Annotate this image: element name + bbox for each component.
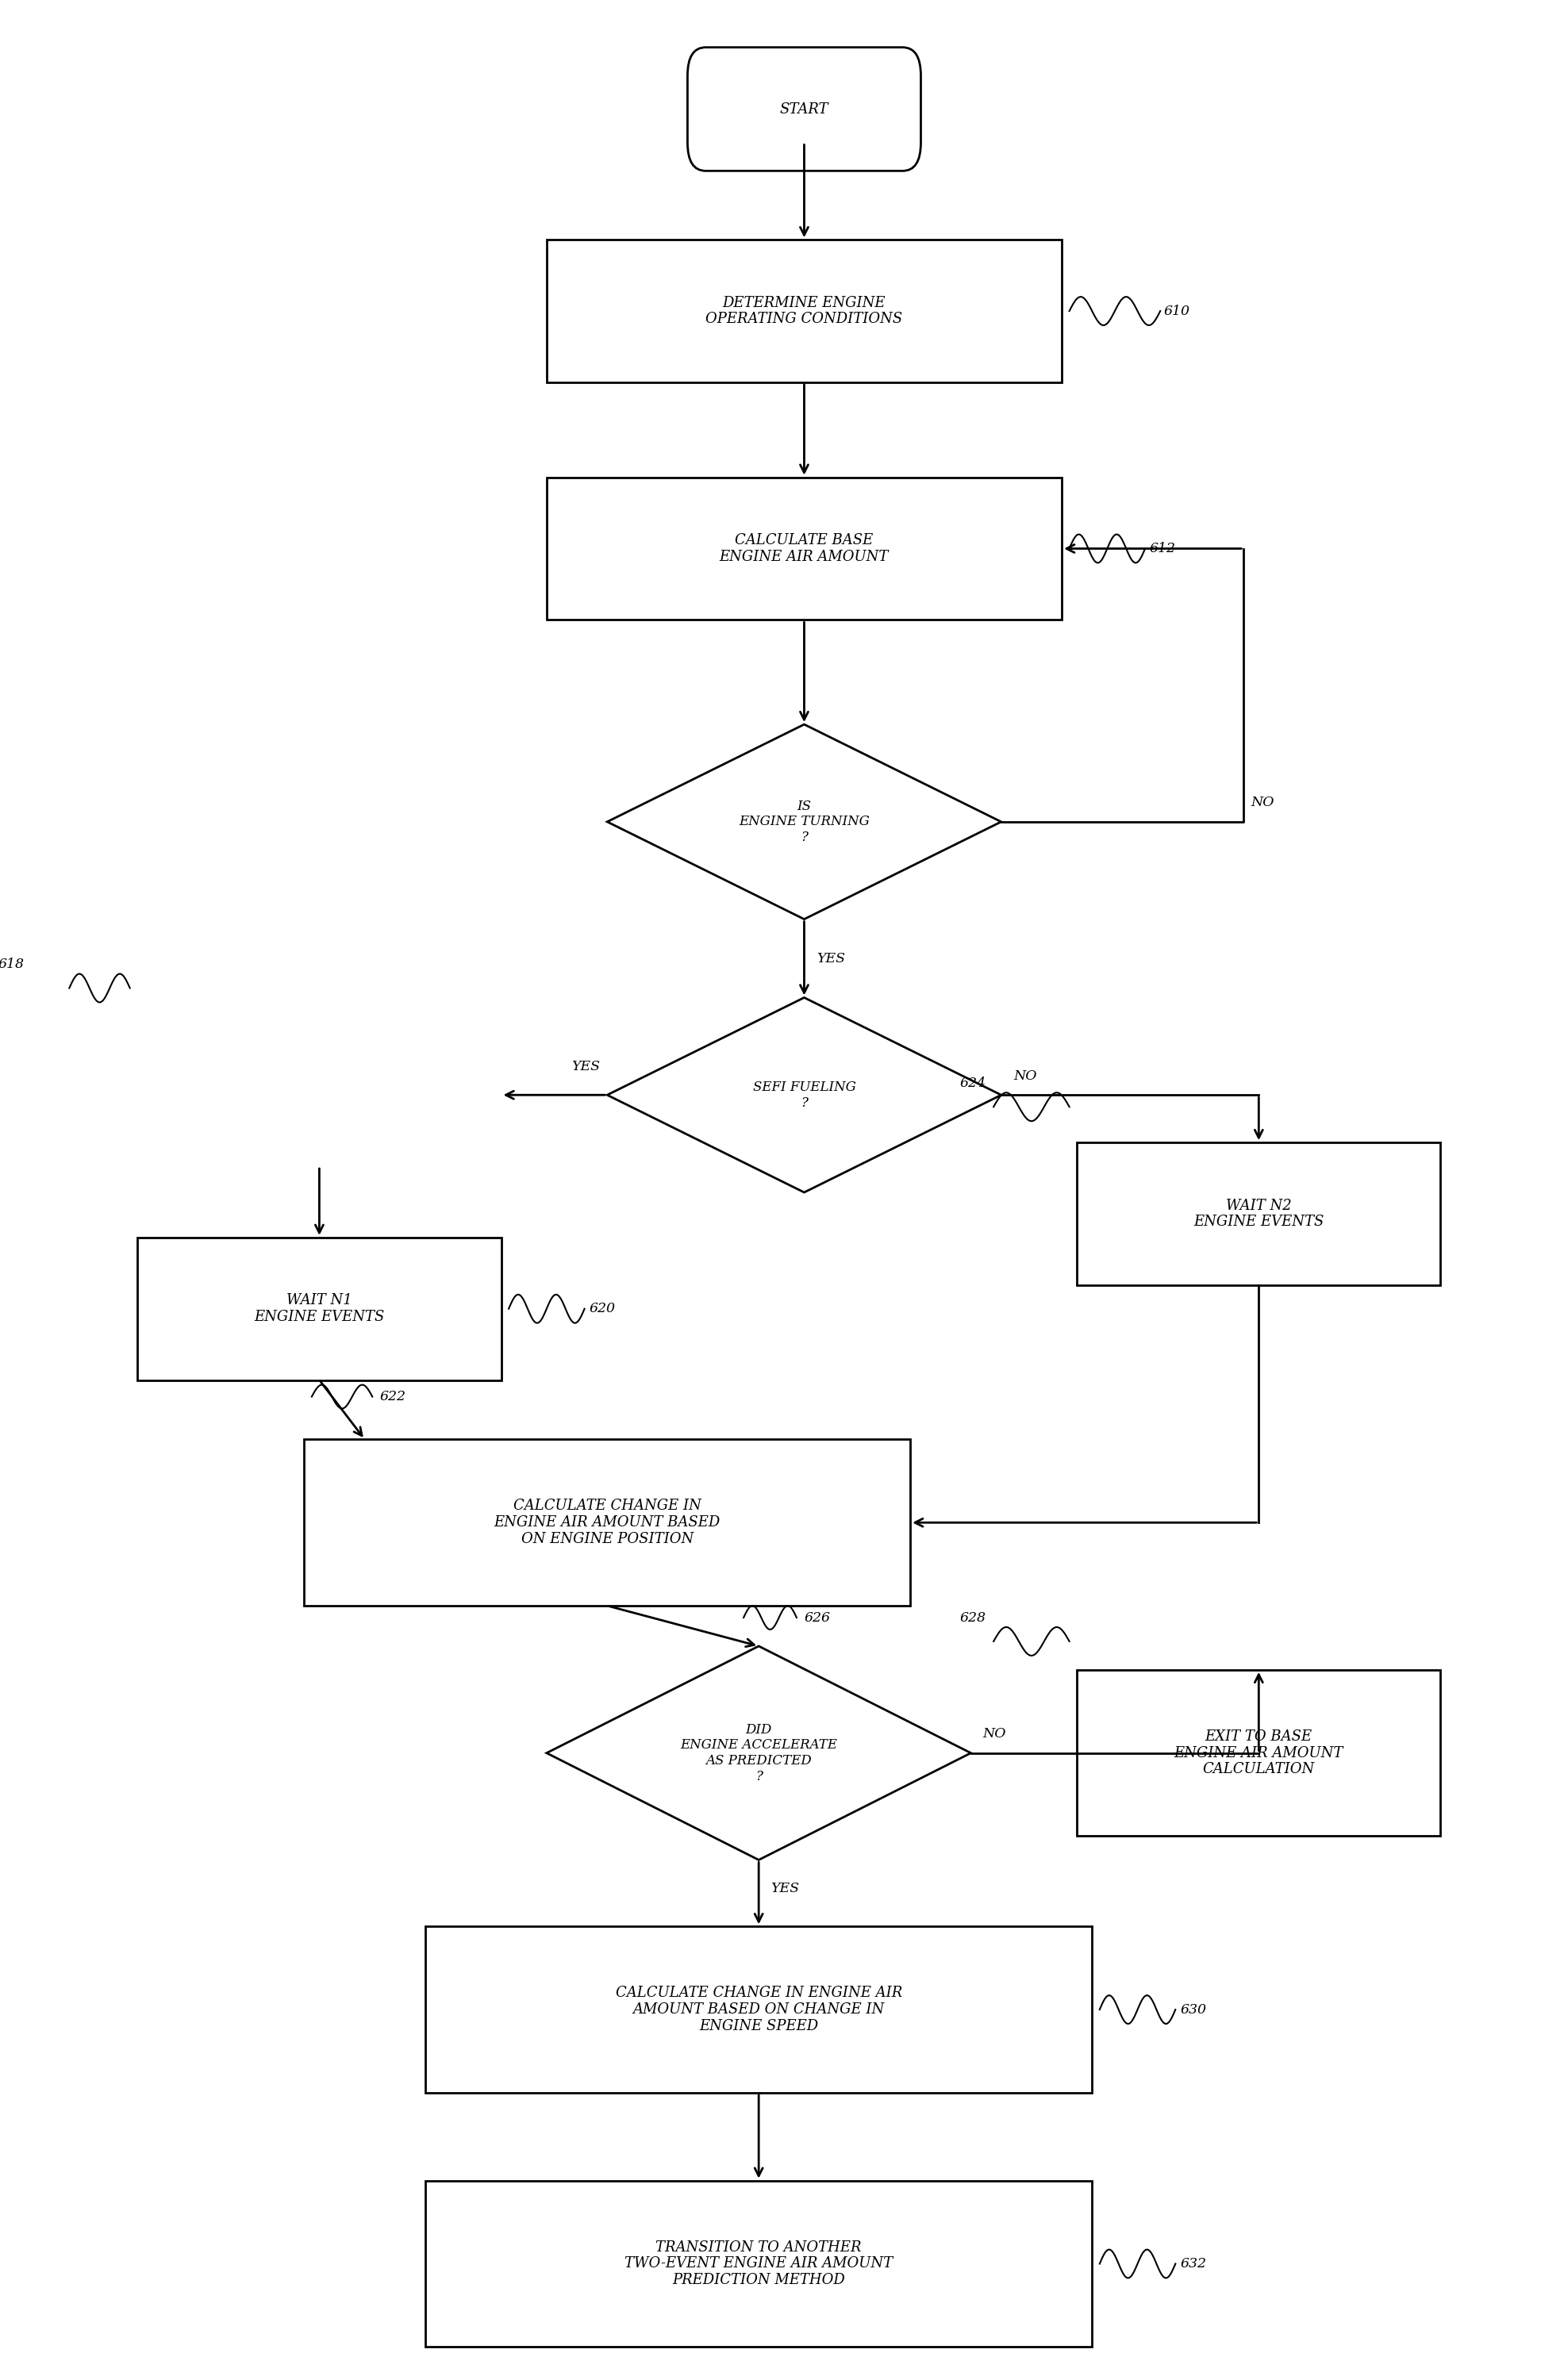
Polygon shape bbox=[607, 724, 1001, 919]
Text: CALCULATE BASE
ENGINE AIR AMOUNT: CALCULATE BASE ENGINE AIR AMOUNT bbox=[719, 533, 888, 564]
Text: 610: 610 bbox=[1164, 305, 1190, 319]
Text: START: START bbox=[780, 102, 829, 117]
Text: IS
ENGINE TURNING
?: IS ENGINE TURNING ? bbox=[738, 800, 870, 845]
Text: YES: YES bbox=[816, 952, 845, 966]
Text: 626: 626 bbox=[804, 1611, 830, 1626]
Bar bbox=[1078, 1671, 1440, 1835]
Text: NO: NO bbox=[1013, 1069, 1037, 1083]
Bar bbox=[138, 1238, 500, 1380]
Polygon shape bbox=[546, 1647, 971, 1859]
Text: 632: 632 bbox=[1179, 2256, 1206, 2271]
Text: 628: 628 bbox=[960, 1611, 985, 1623]
Text: DID
ENGINE ACCELERATE
AS PREDICTED
?: DID ENGINE ACCELERATE AS PREDICTED ? bbox=[680, 1723, 837, 1783]
Text: 630: 630 bbox=[1179, 2004, 1206, 2016]
Text: 620: 620 bbox=[590, 1302, 615, 1316]
Bar bbox=[546, 240, 1062, 383]
Text: DETERMINE ENGINE
OPERATING CONDITIONS: DETERMINE ENGINE OPERATING CONDITIONS bbox=[705, 295, 902, 326]
Text: CALCULATE CHANGE IN ENGINE AIR
AMOUNT BASED ON CHANGE IN
ENGINE SPEED: CALCULATE CHANGE IN ENGINE AIR AMOUNT BA… bbox=[615, 1985, 902, 2033]
Text: WAIT N2
ENGINE EVENTS: WAIT N2 ENGINE EVENTS bbox=[1193, 1200, 1325, 1228]
Bar bbox=[546, 478, 1062, 619]
Text: WAIT N1
ENGINE EVENTS: WAIT N1 ENGINE EVENTS bbox=[253, 1292, 385, 1323]
Text: 624: 624 bbox=[960, 1076, 985, 1090]
Text: NO: NO bbox=[1251, 795, 1275, 809]
Text: NO: NO bbox=[984, 1728, 1006, 1740]
Text: EXIT TO BASE
ENGINE AIR AMOUNT
CALCULATION: EXIT TO BASE ENGINE AIR AMOUNT CALCULATI… bbox=[1175, 1730, 1343, 1775]
Bar bbox=[425, 2180, 1092, 2347]
Bar bbox=[1078, 1142, 1440, 1285]
Text: TRANSITION TO ANOTHER
TWO-EVENT ENGINE AIR AMOUNT
PREDICTION METHOD: TRANSITION TO ANOTHER TWO-EVENT ENGINE A… bbox=[624, 2240, 893, 2287]
Polygon shape bbox=[607, 997, 1001, 1192]
Bar bbox=[303, 1440, 910, 1607]
Text: 612: 612 bbox=[1150, 543, 1176, 555]
Text: 622: 622 bbox=[380, 1390, 407, 1404]
Text: SEFI FUELING
?: SEFI FUELING ? bbox=[752, 1081, 856, 1109]
FancyBboxPatch shape bbox=[688, 48, 921, 171]
Text: YES: YES bbox=[571, 1059, 599, 1073]
Text: YES: YES bbox=[771, 1883, 799, 1894]
Bar bbox=[425, 1925, 1092, 2092]
Text: CALCULATE CHANGE IN
ENGINE AIR AMOUNT BASED
ON ENGINE POSITION: CALCULATE CHANGE IN ENGINE AIR AMOUNT BA… bbox=[494, 1499, 721, 1547]
Text: 618: 618 bbox=[0, 957, 23, 971]
